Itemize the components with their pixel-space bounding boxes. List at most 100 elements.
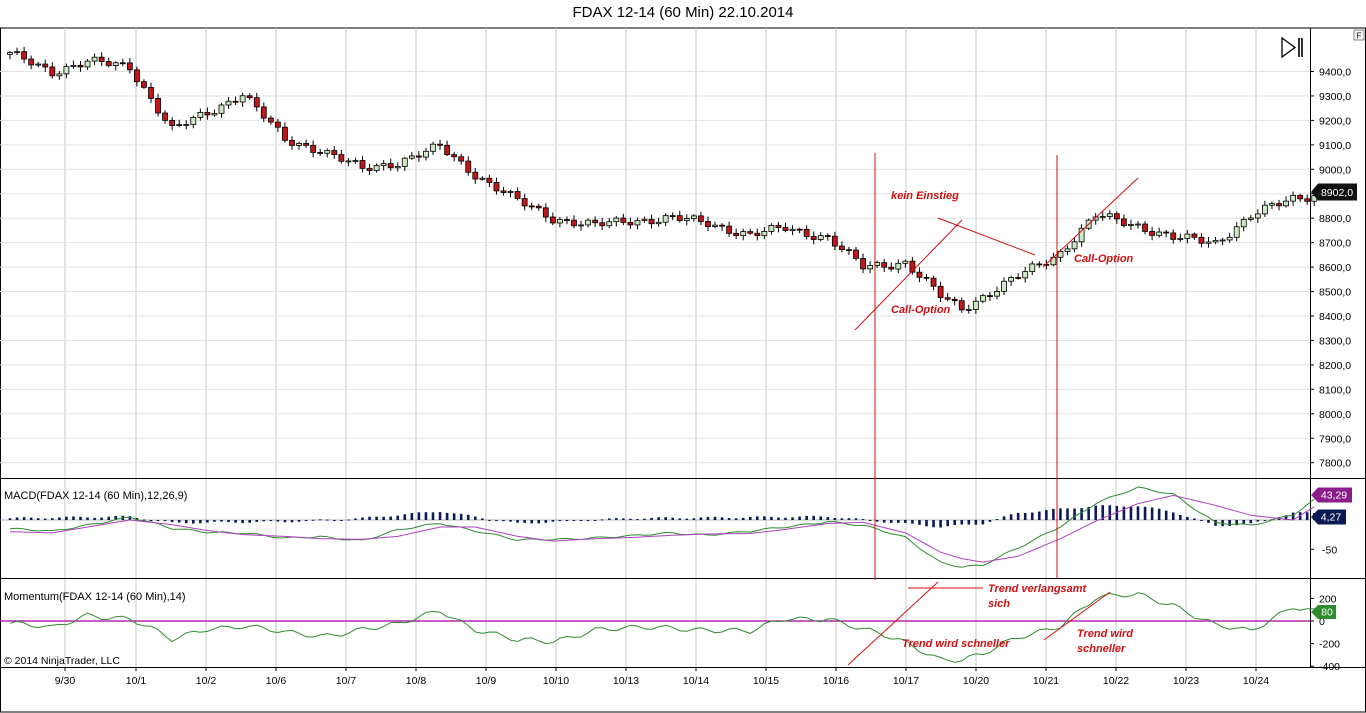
momentum-tick-label: -400	[1319, 661, 1340, 673]
macd-histogram-bar	[791, 517, 794, 520]
candle-up	[479, 177, 486, 180]
candle-down	[387, 163, 394, 169]
macd-histogram-bar	[1009, 514, 1013, 520]
macd-histogram-bar	[290, 520, 294, 523]
candle-up	[507, 191, 514, 193]
candle-up	[895, 262, 902, 270]
candle-down	[28, 58, 35, 66]
macd-histogram-bar	[354, 518, 357, 520]
candle-up	[1226, 236, 1233, 241]
candle-down	[1304, 198, 1311, 202]
candle-up	[1156, 231, 1163, 236]
macd-histogram-bar	[939, 520, 942, 528]
macd-histogram-bar	[523, 520, 526, 523]
time-tick-label: 10/23	[1173, 675, 1199, 687]
macd-histogram-bar	[981, 520, 985, 525]
macd-histogram-bar	[1207, 520, 1210, 523]
macd-histogram-bar	[128, 516, 132, 520]
candle-down	[521, 198, 528, 207]
candle-down	[444, 144, 451, 156]
macd-histogram	[8, 505, 1316, 528]
macd-hist-label: 4,27	[1321, 512, 1342, 524]
candle-up	[1078, 227, 1085, 243]
panel-frames	[0, 27, 1366, 713]
momentum-line	[9, 592, 1315, 663]
scroll-to-end-icon[interactable]	[1281, 36, 1303, 59]
candle-down	[944, 297, 951, 300]
candle-down	[338, 154, 345, 162]
macd-histogram-bar	[43, 518, 47, 520]
macd-histogram-bar	[1193, 518, 1196, 520]
candle-up	[7, 52, 13, 55]
candle-down	[916, 271, 923, 278]
candle-down	[726, 225, 732, 234]
macd-histogram-bar	[72, 516, 75, 520]
candle-down	[881, 262, 888, 268]
macd-histogram-bar	[1080, 508, 1083, 520]
macd-histogram-bar	[488, 519, 491, 521]
macd-histogram-bar	[1179, 515, 1182, 520]
trendline-call-1	[854, 219, 963, 331]
candle-down	[599, 222, 606, 227]
time-tick-label: 10/2	[196, 675, 217, 687]
candle-up	[225, 100, 232, 106]
macd-histogram-bar	[904, 520, 907, 523]
macd-histogram-bar	[897, 520, 900, 523]
indicator-lines	[9, 486, 1315, 663]
macd-histogram-bar	[1242, 520, 1246, 525]
macd-histogram-bar	[692, 518, 696, 520]
candle-down	[796, 228, 803, 231]
candle-up	[84, 60, 91, 68]
macd-histogram-bar	[932, 520, 935, 528]
macd-histogram-bar	[1045, 510, 1048, 520]
price-tick-label: 7800,0	[1319, 458, 1351, 470]
macd-histogram-bar	[960, 520, 964, 525]
macd-histogram-bar	[452, 513, 456, 520]
candle-up	[1071, 241, 1078, 250]
candle-down	[133, 69, 140, 83]
candle-down	[951, 298, 958, 302]
time-tick-label: 10/24	[1243, 675, 1269, 687]
momentum-value-label: 80	[1321, 607, 1333, 619]
price-tick-label: 9400,0	[1319, 67, 1351, 79]
macd-histogram-bar	[234, 520, 237, 523]
candle-up	[1001, 280, 1007, 292]
annotation-kein-einstieg: kein Einstieg	[891, 190, 959, 202]
macd-histogram-bar	[530, 520, 533, 524]
candle-down	[782, 227, 789, 231]
macd-histogram-bar	[1249, 520, 1253, 524]
macd-histogram-bar	[340, 520, 343, 521]
macd-histogram-bar	[1221, 520, 1224, 527]
macd-histogram-bar	[727, 518, 731, 520]
candle-up	[190, 117, 197, 125]
macd-histogram-bar	[600, 519, 604, 521]
properties-button[interactable]: F	[1353, 29, 1365, 41]
price-candles	[7, 46, 1318, 315]
candle-down	[267, 117, 274, 123]
macd-histogram-bar	[1066, 508, 1069, 520]
candle-down	[831, 235, 838, 247]
candle-down	[775, 224, 782, 228]
candle-up	[1269, 203, 1275, 206]
macd-histogram-bar	[551, 520, 555, 522]
price-tick-label: 8100,0	[1319, 384, 1351, 396]
macd-histogram-bar	[135, 517, 139, 520]
macd-histogram-bar	[720, 517, 724, 520]
macd-histogram-bar	[114, 515, 118, 520]
macd-histogram-bar	[304, 520, 308, 521]
candle-down	[860, 257, 866, 270]
macd-histogram-bar	[1030, 512, 1034, 520]
macd-histogram-bar	[565, 520, 569, 521]
candle-down	[493, 182, 500, 192]
macd-histogram-bar	[1115, 505, 1119, 520]
macd-histogram-bar	[1305, 512, 1309, 520]
macd-histogram-bar	[1228, 520, 1231, 527]
macd-histogram-bar	[15, 517, 19, 520]
macd-histogram-bar	[269, 520, 273, 522]
candle-up	[324, 150, 331, 154]
annotation-schneller-2: schneller	[1077, 643, 1126, 655]
candle-down	[1163, 231, 1170, 234]
candle-down	[754, 232, 761, 237]
candle-down	[839, 245, 845, 250]
